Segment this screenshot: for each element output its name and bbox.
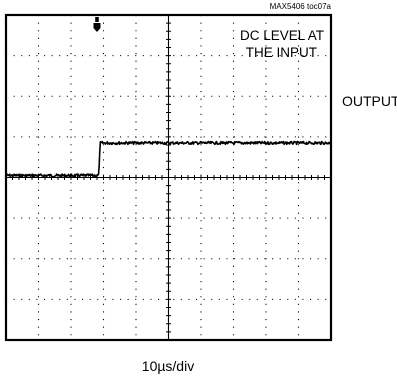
scope-frame — [4, 13, 333, 342]
output-trace-label: OUTPUT — [342, 93, 397, 109]
trigger-arrow — [93, 23, 101, 32]
output-trace — [5, 140, 332, 178]
scope-grid — [6, 15, 331, 340]
trigger-marker — [93, 17, 101, 32]
figure-id-label: MAX5406 toc07a — [270, 2, 332, 11]
x-axis-label: 10µs/div — [142, 358, 194, 374]
annotation-the-input: THE INPUT — [246, 45, 317, 60]
annotation-dc-level: DC LEVEL AT — [240, 28, 324, 43]
trigger-stem — [95, 17, 99, 22]
